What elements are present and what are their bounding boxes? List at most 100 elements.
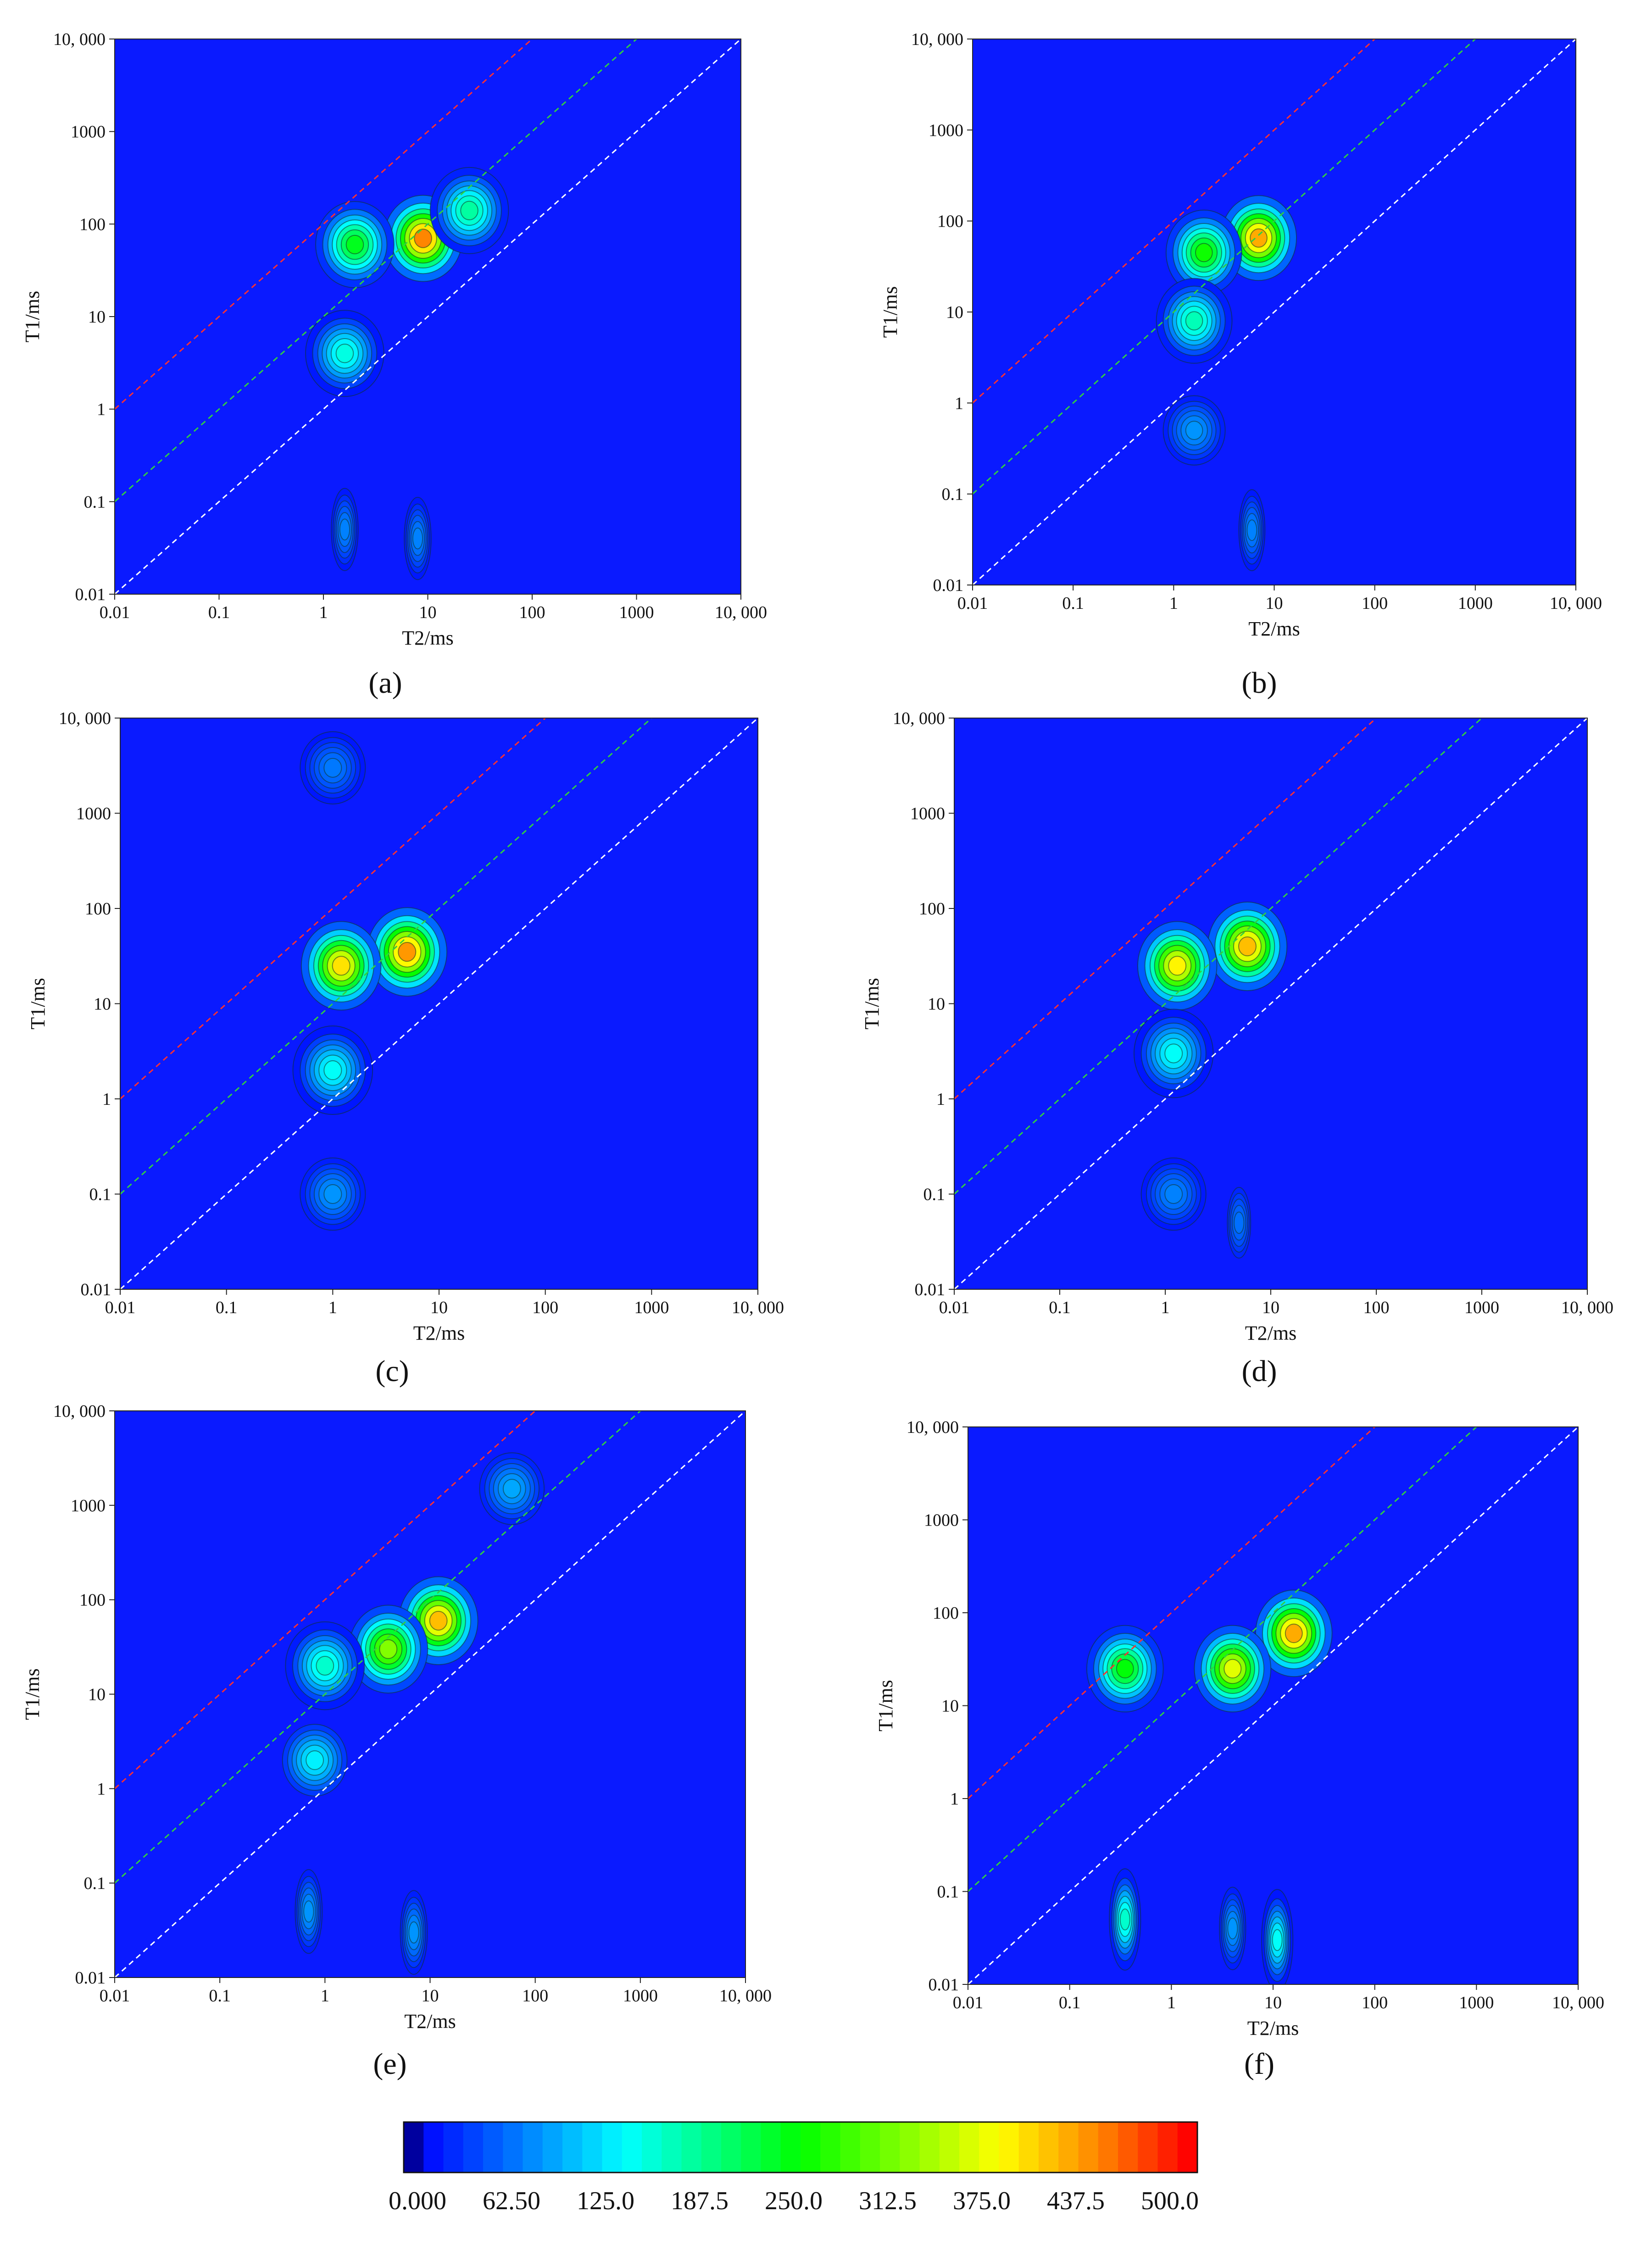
y-tick-label: 10, 000 <box>911 30 963 49</box>
x-tick-label: 10, 000 <box>1561 1298 1613 1317</box>
y-axis-label: T1/ms <box>21 1668 44 1720</box>
y-axis-label: T1/ms <box>21 291 44 342</box>
x-tick-label: 1 <box>319 603 328 622</box>
reference-line-0 <box>115 39 534 410</box>
y-tick-label: 0.1 <box>937 1883 959 1902</box>
contour-level <box>398 941 417 962</box>
y-tick-label: 10 <box>88 307 106 327</box>
y-tick-label: 0.01 <box>75 585 106 604</box>
x-tick-label: 10 <box>1266 594 1283 613</box>
colorbar-cell <box>900 2122 920 2173</box>
y-tick-label: 10 <box>88 1685 106 1705</box>
panel-label: (e) <box>373 2047 406 2081</box>
contour-level <box>1246 519 1257 541</box>
colorbar: 0.000 62.50 125.0 187.5 250.0 312.5 375.0 437.5… <box>389 2121 1199 2215</box>
reference-line-2 <box>968 1427 1578 1984</box>
contour-level <box>1238 936 1257 957</box>
x-tick-label: 10 <box>1262 1298 1279 1317</box>
colorbar-cell <box>542 2122 563 2173</box>
contour-level <box>412 527 423 550</box>
heatmap-layer <box>973 39 1576 585</box>
contour-level <box>306 1750 324 1770</box>
colorbar-cell <box>582 2122 603 2173</box>
x-tick-label: 1000 <box>1459 1993 1494 2012</box>
colorbar-cell <box>721 2122 742 2173</box>
peak-5 <box>1219 1887 1246 1971</box>
colorbar-cell <box>840 2122 861 2173</box>
y-axis-label: T1/ms <box>874 1680 897 1731</box>
contour-level <box>1250 228 1268 248</box>
x-tick-label: 0.01 <box>105 1298 136 1317</box>
heatmap-layer <box>968 1427 1578 1984</box>
x-tick-label: 10 <box>422 1986 439 2005</box>
y-tick-label: 10, 000 <box>53 30 106 49</box>
colorbar-tick-label: 187.5 <box>671 2187 729 2215</box>
x-tick-label: 1000 <box>1464 1298 1499 1317</box>
y-tick-label: 0.01 <box>933 576 964 595</box>
y-tick-label: 0.1 <box>942 485 964 504</box>
peak-4 <box>300 731 366 805</box>
contour-level <box>1285 1623 1303 1643</box>
y-tick-label: 10 <box>946 303 963 322</box>
colorbar-cell <box>1177 2122 1198 2173</box>
colorbar-tick-label: 250.0 <box>765 2187 823 2215</box>
y-tick-label: 100 <box>79 1591 106 1610</box>
x-tick-label: 100 <box>1362 594 1388 613</box>
colorbar-cell <box>562 2122 583 2173</box>
colorbar-cell <box>642 2122 662 2173</box>
contour-level <box>1164 1043 1183 1064</box>
x-axis-label: T2/ms <box>1245 1322 1296 1344</box>
reference-line-0 <box>954 718 1378 1100</box>
contour-level <box>1164 1184 1183 1204</box>
x-tick-label: 100 <box>519 603 545 622</box>
peak-2 <box>1156 278 1233 364</box>
peak-2 <box>285 1621 365 1710</box>
y-tick-label: 1000 <box>924 1511 959 1530</box>
colorbar-cell <box>1018 2122 1039 2173</box>
x-axis-label: T2/ms <box>1247 2017 1299 2039</box>
x-tick-label: 0.01 <box>957 594 988 613</box>
y-tick-label: 100 <box>933 1604 959 1623</box>
y-tick-label: 0.01 <box>915 1280 946 1299</box>
y-tick-label: 1000 <box>910 804 945 824</box>
x-tick-label: 10 <box>419 603 437 622</box>
reference-line-2 <box>120 718 758 1289</box>
x-tick-label: 1000 <box>619 603 654 622</box>
peak-3 <box>282 1724 348 1797</box>
x-axis-label: T2/ms <box>404 2010 456 2033</box>
contour-level <box>332 956 350 976</box>
colorbar-cell <box>919 2122 940 2173</box>
colorbar-tick-label: 500.0 <box>1141 2187 1199 2215</box>
contour-level <box>323 758 342 778</box>
x-tick-label: 1000 <box>623 1986 658 2005</box>
y-tick-label: 1 <box>950 1789 959 1809</box>
peak-3 <box>1140 1157 1207 1231</box>
peak-1 <box>315 201 395 289</box>
y-tick-label: 100 <box>937 212 963 231</box>
y-axis-label: T1/ms <box>861 978 883 1029</box>
x-tick-label: 0.01 <box>100 1986 130 2005</box>
y-tick-label: 0.1 <box>84 492 106 512</box>
contour-level <box>502 1479 521 1499</box>
y-tick-label: 1000 <box>929 121 963 140</box>
colorbar-cell <box>1058 2122 1079 2173</box>
peak-0 <box>1207 902 1288 992</box>
x-tick-label: 0.01 <box>100 603 130 622</box>
colorbar-cell <box>780 2122 801 2173</box>
x-tick-label: 100 <box>1362 1993 1388 2012</box>
x-axis-label: T2/ms <box>402 627 453 649</box>
peak-1 <box>1137 921 1218 1011</box>
peak-4 <box>1261 1889 1294 1984</box>
peak-1 <box>300 921 382 1011</box>
colorbar-tick-label: 0.000 <box>389 2187 446 2215</box>
peak-4 <box>1227 1187 1252 1259</box>
x-tick-label: 100 <box>1363 1298 1390 1317</box>
y-tick-label: 10 <box>94 995 111 1014</box>
y-tick-label: 1 <box>97 1779 106 1799</box>
peak-3 <box>300 1157 366 1231</box>
x-tick-label: 0.1 <box>208 603 230 622</box>
x-tick-label: 10, 000 <box>1552 1993 1604 2012</box>
reference-line-0 <box>973 39 1376 404</box>
reference-line-2 <box>954 718 1587 1289</box>
y-tick-label: 1000 <box>71 1496 106 1515</box>
